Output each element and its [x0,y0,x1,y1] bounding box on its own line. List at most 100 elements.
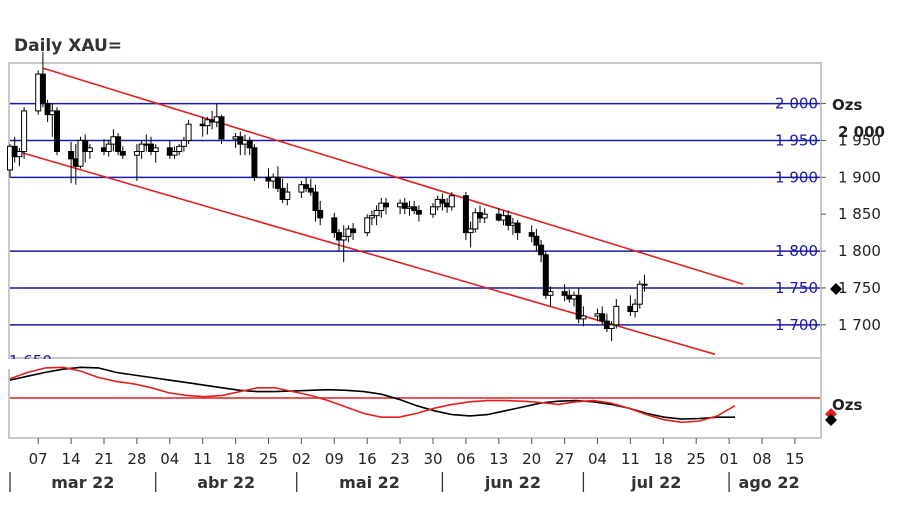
y-tick-label: 1 750 [838,279,881,297]
candle-body [317,210,324,219]
level-label: 1 700 [775,316,818,334]
x-tick-label: 18 [226,450,245,468]
x-tick-label: 11 [193,450,212,468]
x-tick-label: 25 [687,450,706,468]
candle-body [16,151,23,158]
candle-body [303,184,310,189]
candle-body [138,143,145,152]
oscillator-panel [9,366,820,424]
x-tick-label: 04 [160,450,179,468]
x-tick-label: 16 [358,450,377,468]
x-tick-label: 11 [621,450,640,468]
y-tick-label: 1 700 [838,316,881,334]
candle-body [246,139,253,149]
chart-title: Daily XAU= [14,36,122,56]
candle-body [542,254,549,296]
candle-body [350,228,357,234]
candle-body [133,151,140,156]
x-tick-label: 14 [62,450,81,468]
level-label: 1 900 [775,168,818,186]
candle-body [312,191,319,211]
x-tick-label: 07 [29,450,48,468]
horizontal-levels: 2 000 1 950 1 900 1 800 1 750 1 700 [10,95,820,334]
candle-body [340,235,347,241]
candlesticks [7,51,648,342]
x-tick-label: 09 [325,450,344,468]
x-tick-label: 23 [391,450,410,468]
x-tick-label: 01 [720,450,739,468]
candle-body [86,147,93,152]
candle-body [21,110,28,152]
candle-body [218,116,225,140]
candle-body [430,206,436,215]
candle-body [415,210,422,215]
date-axis: 07 14 21 28 04 11 18 25 02 09 16 23 30 06 13 20 27 04 11 18… [9,437,821,492]
candle-body [528,232,535,237]
candle-body [331,217,338,234]
x-tick-label: 30 [423,450,442,468]
x-tick-label: 08 [752,450,771,468]
candle-body [561,291,568,296]
indicator-series-line [9,366,736,424]
candle-body [439,198,446,204]
current-price-label: 2 000 [838,123,885,141]
candle-body [462,195,469,234]
candle-body [152,147,159,152]
x-tick-label: 06 [456,450,475,468]
candle-body [632,303,639,313]
y-tick-label: 1 950 [838,131,881,149]
candle-body [68,151,75,160]
candle-body [82,139,89,152]
candle-body [307,187,314,193]
candle-body [284,191,291,200]
level-label: 1 750 [775,279,818,297]
x-tick-label: 25 [259,450,278,468]
month-label: ago 22 [739,473,800,492]
candle-body [538,244,545,256]
candle-body [105,143,112,152]
candle-body [383,202,389,208]
x-tick-label: 18 [654,450,673,468]
y-tick-label: 1 900 [838,168,881,186]
candle-body [119,151,126,156]
channel-line [42,67,744,286]
month-label: mai 22 [339,473,400,492]
candle-body [364,217,371,234]
candle-body [580,315,587,320]
y-tick-label: 1 850 [838,205,881,223]
candle-body [599,313,606,322]
candle-body [467,228,474,234]
candle-body [575,294,582,320]
x-tick-label: 27 [555,450,574,468]
candle-body [641,283,648,286]
candle-body [411,206,418,211]
candle-body [514,222,521,234]
candle-body [7,145,13,171]
x-tick-label: 04 [588,450,607,468]
candle-body [44,103,51,116]
y-tick-label: 1 800 [838,242,881,260]
candle-body [274,176,281,189]
candle-body [481,213,488,219]
candle-body [251,147,258,178]
partial-label-mask [8,359,98,369]
x-tick-label: 13 [489,450,508,468]
indicator-marker-black [825,414,837,426]
candle-body [368,215,375,219]
candle-body [185,123,192,141]
month-label: mar 22 [51,473,114,492]
month-label: jun 22 [484,473,541,492]
candle-body [533,235,540,246]
candle-body [373,210,380,217]
candle-body [472,212,479,230]
candle-body [448,195,455,208]
candle-body [636,283,643,305]
candle-body [176,145,183,152]
candle-body [39,73,46,105]
candle-body [180,139,187,147]
candle-body [401,202,408,209]
x-tick-label: 15 [785,450,804,468]
candle-body [608,324,615,329]
price-unit-label: Ozs [832,96,862,114]
